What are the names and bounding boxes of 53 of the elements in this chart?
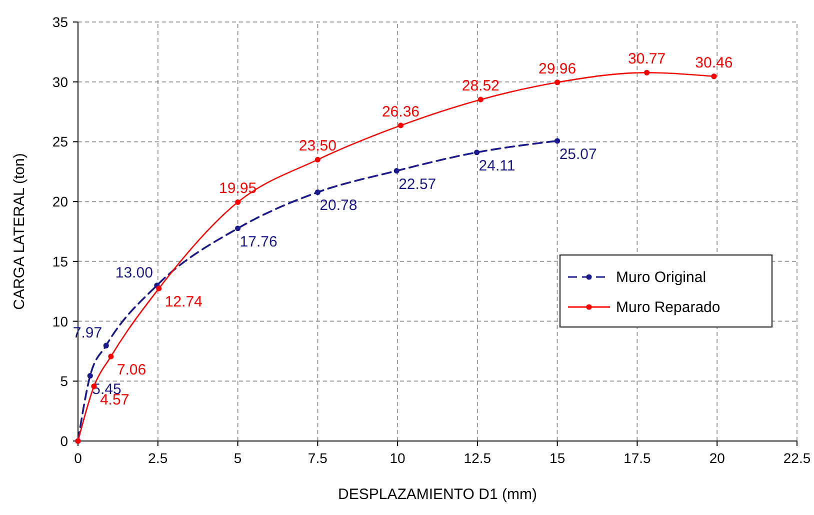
legend-label: Muro Original bbox=[616, 269, 706, 286]
x-axis-title: DESPLAZAMIENTO D1 (mm) bbox=[338, 486, 537, 503]
x-tick-label: 2.5 bbox=[148, 450, 168, 466]
data-label: 22.57 bbox=[398, 176, 436, 193]
data-label: 23.50 bbox=[298, 138, 336, 155]
x-tick-label: 22.5 bbox=[783, 450, 811, 466]
data-label: 30.46 bbox=[695, 54, 733, 72]
point bbox=[108, 354, 114, 360]
point bbox=[234, 226, 241, 232]
y-tick-label: 35 bbox=[52, 14, 68, 30]
x-tick-label: 20 bbox=[709, 450, 726, 466]
point bbox=[156, 286, 162, 292]
point bbox=[554, 80, 560, 86]
x-tick-label: 5 bbox=[234, 450, 242, 466]
data-label: 28.52 bbox=[462, 78, 500, 95]
point bbox=[234, 199, 241, 205]
data-label: 30.77 bbox=[628, 50, 666, 68]
x-tick-label: 10 bbox=[390, 450, 406, 466]
data-label: 26.36 bbox=[382, 103, 420, 120]
point bbox=[474, 150, 480, 156]
point bbox=[554, 138, 560, 144]
x-tick-label: 0 bbox=[74, 450, 82, 466]
point bbox=[87, 372, 93, 379]
data-label: 20.78 bbox=[320, 197, 358, 214]
point bbox=[314, 156, 320, 162]
y-axis-title: CARGA LATERAL (ton) bbox=[11, 153, 28, 310]
x-tick-label: 15 bbox=[550, 450, 566, 466]
point bbox=[398, 122, 404, 128]
point bbox=[478, 96, 484, 102]
point bbox=[314, 189, 320, 196]
y-tick-label: 5 bbox=[60, 373, 68, 390]
point bbox=[711, 74, 717, 80]
y-tick-label: 15 bbox=[52, 253, 68, 270]
y-tick-label: 0 bbox=[60, 433, 68, 449]
y-tick-label: 10 bbox=[52, 313, 68, 330]
y-tick-label: 25 bbox=[52, 134, 68, 150]
data-label: 25.07 bbox=[559, 146, 597, 163]
x-tick-label: 12.5 bbox=[464, 450, 492, 466]
y-tick-label: 20 bbox=[52, 194, 68, 210]
x-tick-label: 17.5 bbox=[624, 450, 652, 466]
data-label: 19.95 bbox=[219, 180, 257, 198]
data-label: 13.00 bbox=[115, 264, 153, 282]
point bbox=[644, 70, 650, 76]
point bbox=[394, 168, 400, 174]
data-label: 12.74 bbox=[164, 293, 202, 310]
y-tick-label: 30 bbox=[52, 74, 68, 90]
point bbox=[103, 342, 109, 348]
data-label: 24.11 bbox=[478, 157, 516, 174]
data-label: 7.06 bbox=[116, 361, 146, 378]
data-label: 29.96 bbox=[538, 60, 576, 78]
data-label: 17.76 bbox=[240, 233, 278, 250]
legend-label: Muro Reparado bbox=[616, 299, 720, 316]
x-tick-label: 7.5 bbox=[308, 450, 328, 466]
